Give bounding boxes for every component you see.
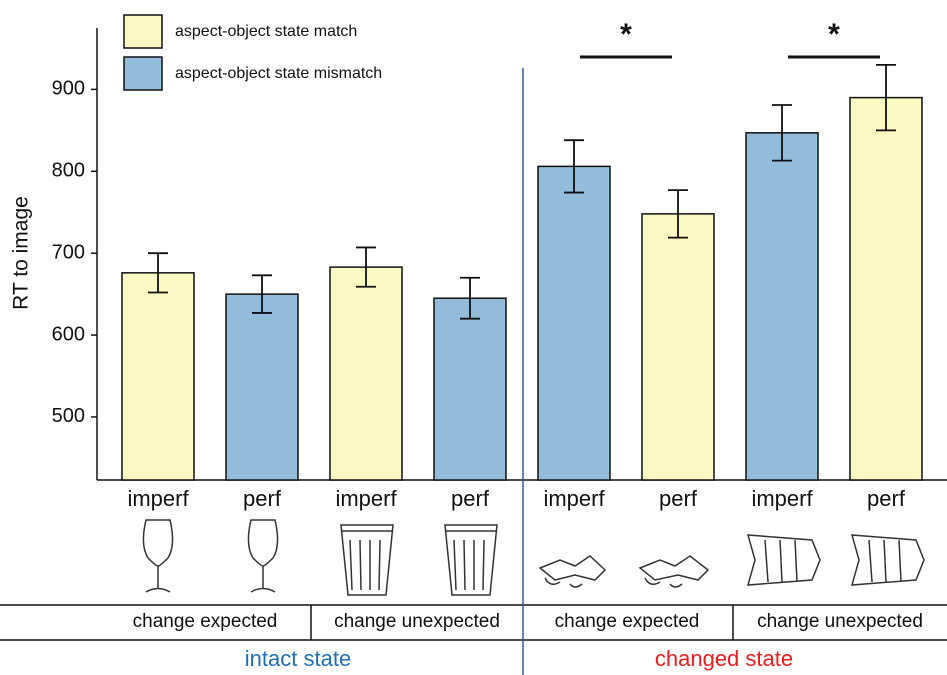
bar bbox=[746, 133, 818, 480]
x-tick-label: perf bbox=[867, 486, 906, 511]
x-tick-label: imperf bbox=[751, 486, 813, 511]
y-tick-label: 800 bbox=[52, 160, 85, 182]
bar bbox=[122, 273, 194, 480]
legend-label: aspect-object state mismatch bbox=[175, 65, 382, 82]
bar bbox=[226, 294, 298, 480]
legend-swatch bbox=[124, 15, 162, 48]
bar bbox=[538, 166, 610, 480]
group-label: changed state bbox=[655, 646, 793, 671]
x-tick-label: imperf bbox=[127, 486, 189, 511]
legend-swatch bbox=[124, 57, 162, 90]
bar bbox=[330, 267, 402, 480]
y-axis-label: RT to image bbox=[10, 196, 33, 310]
x-tick-label: imperf bbox=[543, 486, 605, 511]
legend-label: aspect-object state match bbox=[175, 23, 357, 40]
x-tick-label: perf bbox=[243, 486, 282, 511]
bar bbox=[434, 298, 506, 480]
x-tick-label: imperf bbox=[335, 486, 397, 511]
significance-label: * bbox=[620, 18, 632, 51]
subgroup-label: change unexpected bbox=[334, 611, 500, 632]
subgroup-label: change unexpected bbox=[757, 611, 923, 632]
x-tick-label: perf bbox=[451, 486, 490, 511]
chart: RT to image 500 600 700 800 900 imperf perf imp… bbox=[0, 0, 947, 675]
group-label: intact state bbox=[245, 646, 351, 671]
subgroup-label: change expected bbox=[133, 611, 278, 632]
icons bbox=[143, 520, 924, 595]
subgroup-label: change expected bbox=[555, 611, 700, 632]
y-tick-label: 900 bbox=[52, 78, 85, 100]
x-tick-label: perf bbox=[659, 486, 698, 511]
y-tick-label: 700 bbox=[52, 241, 85, 263]
bar bbox=[850, 98, 922, 480]
bar bbox=[642, 214, 714, 480]
y-tick-label: 600 bbox=[52, 323, 85, 345]
significance-label: * bbox=[828, 18, 840, 51]
y-tick-label: 500 bbox=[52, 405, 85, 427]
